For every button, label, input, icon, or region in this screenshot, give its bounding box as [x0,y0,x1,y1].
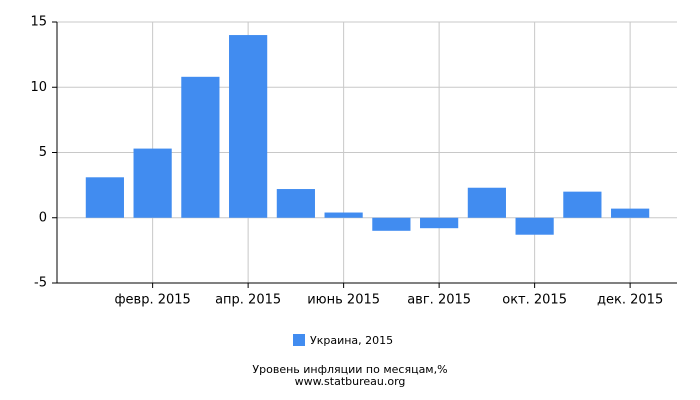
bar [611,208,650,218]
y-tick-label: 0 [39,210,47,225]
chart-title: Уровень инфляции по месяцам,% [252,363,447,376]
y-tick-label: -5 [34,276,47,291]
y-tick-label: 10 [30,80,47,95]
y-tick-label: 15 [30,15,47,30]
bar [467,187,506,218]
x-tick-label: дек. 2015 [597,293,663,308]
x-tick-label: июнь 2015 [307,293,380,308]
legend-swatch [293,334,305,346]
x-tick-label: окт. 2015 [502,293,567,308]
bar [276,189,315,218]
chart-subtitle: www.statbureau.org [295,375,406,388]
bar [324,212,363,218]
bar [420,217,459,229]
bar [515,217,554,235]
bar [563,191,602,218]
x-tick-label: апр. 2015 [215,293,281,308]
bar [85,177,124,218]
bar [133,148,172,218]
y-tick-label: 5 [39,145,47,160]
x-tick-label: авг. 2015 [407,293,471,308]
legend-label: Украина, 2015 [310,334,393,347]
x-tick-label: февр. 2015 [114,293,190,308]
bar [372,217,411,231]
bar [229,35,268,218]
bar [181,76,220,218]
